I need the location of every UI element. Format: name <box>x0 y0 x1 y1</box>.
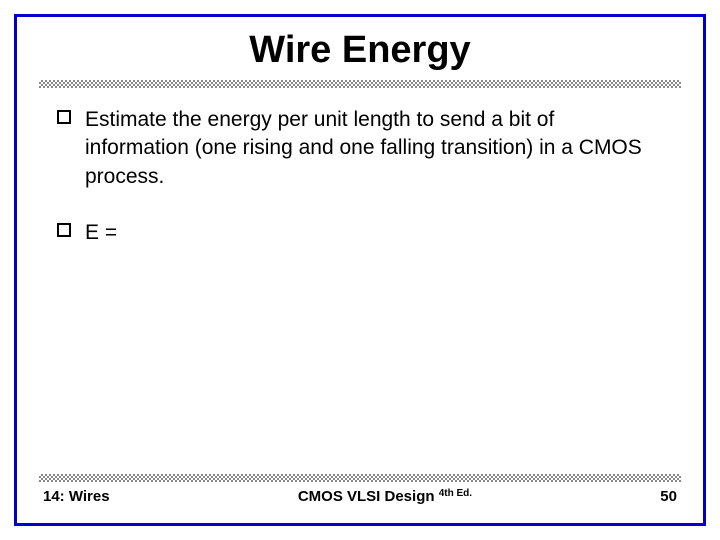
footer-book-edition: 4th Ed. <box>439 488 472 499</box>
slide-frame: Wire Energy Estimate the energy per unit… <box>14 14 706 526</box>
bullet-item: E = <box>57 219 663 247</box>
footer-divider <box>39 474 681 482</box>
slide-footer: 14: Wires CMOS VLSI Design 4th Ed. 50 <box>17 474 703 505</box>
bullet-text: Estimate the energy per unit length to s… <box>85 106 663 191</box>
bullet-text: E = <box>85 219 117 247</box>
title-divider <box>39 80 681 88</box>
slide-title: Wire Energy <box>17 17 703 80</box>
slide-content: Estimate the energy per unit length to s… <box>17 88 703 247</box>
footer-page-number: 50 <box>660 488 677 505</box>
footer-book-main: CMOS VLSI Design <box>298 488 439 505</box>
footer-chapter: 14: Wires <box>43 488 110 505</box>
bullet-box-icon <box>57 223 71 237</box>
footer-row: 14: Wires CMOS VLSI Design 4th Ed. 50 <box>17 488 703 505</box>
bullet-item: Estimate the energy per unit length to s… <box>57 106 663 191</box>
bullet-box-icon <box>57 110 71 124</box>
footer-book-title: CMOS VLSI Design 4th Ed. <box>298 488 472 505</box>
